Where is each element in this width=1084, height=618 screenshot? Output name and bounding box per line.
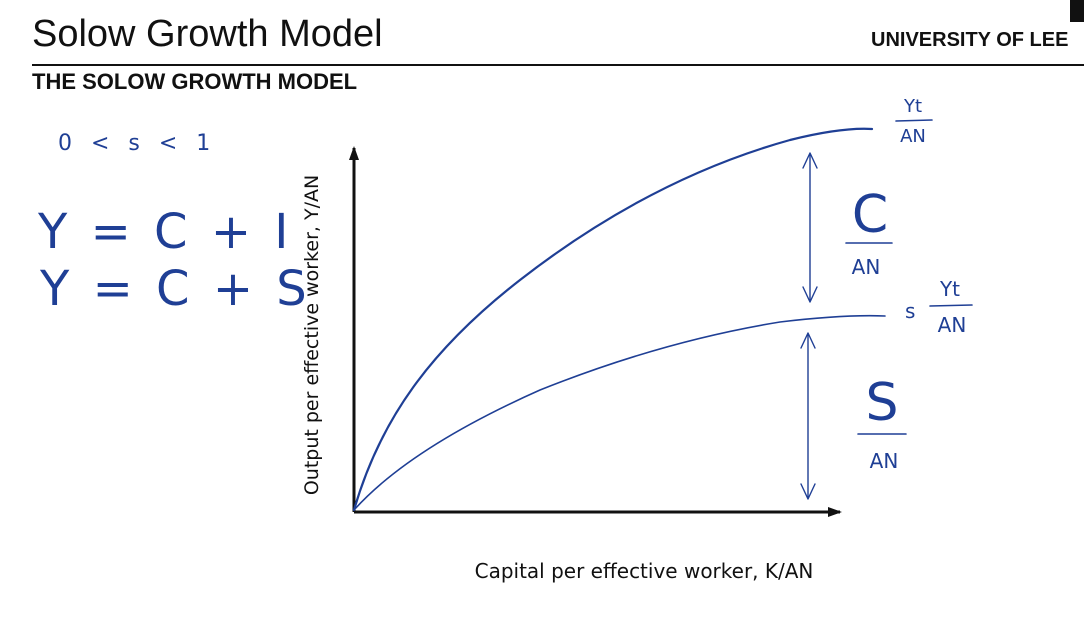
saving-numerator: S bbox=[865, 373, 898, 433]
saving-label-numerator: Yt bbox=[939, 277, 960, 301]
consumption-denominator: AN bbox=[852, 255, 881, 279]
saving-label-prefix: s bbox=[905, 299, 915, 323]
equation-income-investment: Y = C + I bbox=[37, 204, 292, 260]
x-axis-label: Capital per effective worker, K/AN bbox=[475, 559, 814, 583]
equation-income-saving: Y = C + S bbox=[39, 261, 311, 317]
saving-label-denominator: AN bbox=[938, 313, 967, 337]
saving-curve-label: s Yt AN bbox=[905, 277, 973, 337]
output-curve-label: Yt AN bbox=[895, 96, 933, 147]
slide-title: Solow Growth Model bbox=[32, 13, 383, 55]
saving-label: S AN bbox=[857, 373, 907, 473]
consumption-gap-arrow bbox=[802, 152, 818, 303]
saving-denominator: AN bbox=[870, 449, 899, 473]
saving-gap-arrow bbox=[800, 332, 816, 500]
university-name: UNIVERSITY OF LEE bbox=[871, 29, 1069, 51]
output-label-numerator: Yt bbox=[903, 96, 922, 117]
y-axis-label: Output per effective worker, Y/AN bbox=[301, 175, 323, 495]
constraint-note: 0 < s < 1 bbox=[58, 131, 216, 156]
consumption-label: C AN bbox=[845, 185, 893, 279]
output-label-denominator: AN bbox=[900, 126, 926, 147]
consumption-numerator: C bbox=[852, 185, 888, 245]
title-divider bbox=[32, 64, 1084, 66]
slide-subtitle: THE SOLOW GROWTH MODEL bbox=[32, 69, 358, 94]
saving-curve bbox=[353, 314, 886, 511]
output-curve bbox=[352, 127, 874, 512]
university-logo-mark bbox=[1070, 0, 1084, 22]
